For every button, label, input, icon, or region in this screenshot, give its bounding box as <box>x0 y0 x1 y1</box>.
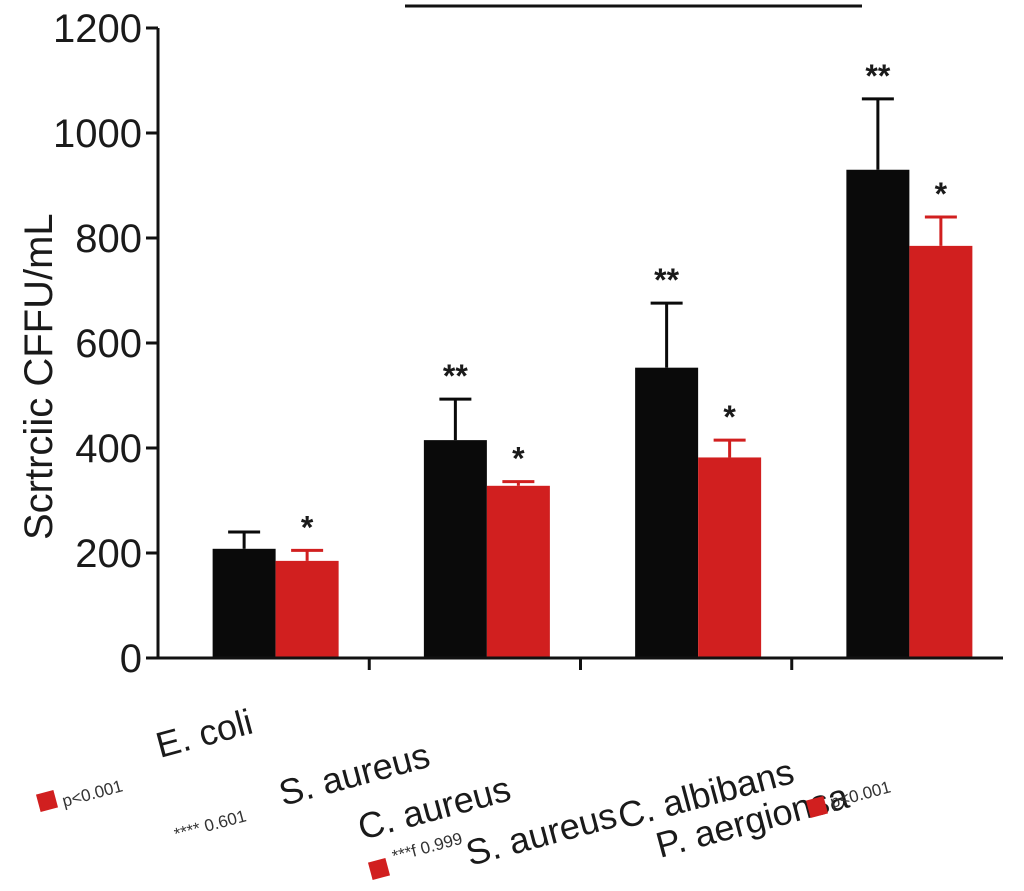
significance-marker: * <box>935 176 948 212</box>
y-tick-label: 600 <box>75 322 142 366</box>
bars-layer: ********** <box>212 58 973 658</box>
significance-marker: ** <box>443 358 468 394</box>
legend-swatch-red-2 <box>367 857 391 881</box>
category-label: E. coli <box>151 701 256 766</box>
significance-marker: ** <box>865 58 890 94</box>
y-tick-label: 1000 <box>53 112 142 156</box>
bar-red <box>698 457 762 658</box>
legend-swatch-red-3 <box>805 795 829 819</box>
bar-black <box>846 169 910 658</box>
bar-red <box>909 245 973 658</box>
y-tick-label: 200 <box>75 532 142 576</box>
y-tick-label: 400 <box>75 427 142 471</box>
x-axis-ticks <box>367 658 794 670</box>
bar-red <box>275 560 339 658</box>
y-tick-label: 0 <box>120 637 142 681</box>
significance-marker: * <box>301 509 314 545</box>
y-axis-ticks: 0 200 400 600 800 1000 1200 <box>53 7 158 681</box>
bar-black <box>635 367 699 658</box>
footnote-2: **** 0.601 <box>172 806 248 843</box>
bar-black <box>212 548 276 658</box>
legend-swatch-red <box>35 789 59 813</box>
bar-red <box>486 485 550 658</box>
footnote-1: p<0.001 <box>60 776 125 810</box>
y-tick-label: 800 <box>75 217 142 261</box>
y-axis-label: Scrtrciic CFFU/mL <box>17 213 61 540</box>
bar-black <box>423 440 487 658</box>
significance-marker: ** <box>654 262 679 298</box>
significance-marker: * <box>723 399 736 435</box>
y-tick-label: 1200 <box>53 7 142 51</box>
significance-marker: * <box>512 441 525 477</box>
